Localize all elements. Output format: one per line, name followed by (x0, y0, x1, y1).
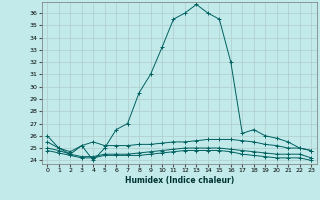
X-axis label: Humidex (Indice chaleur): Humidex (Indice chaleur) (124, 176, 234, 185)
